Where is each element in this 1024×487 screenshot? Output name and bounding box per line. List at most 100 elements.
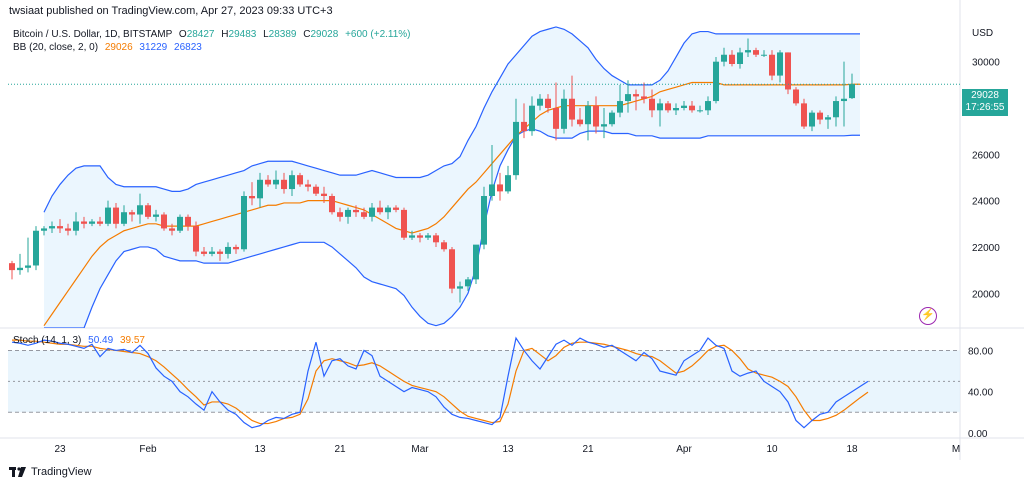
candle-body: [849, 84, 855, 99]
price-tick-label: 24000: [972, 197, 1000, 208]
stoch-label: Stoch (14, 1, 3): [13, 335, 82, 346]
candle-body: [9, 263, 15, 271]
last-price-tag: 29028 17:26:55: [962, 89, 1008, 116]
candle-body: [681, 105, 687, 108]
candle-body: [561, 98, 567, 129]
candle-body: [25, 265, 31, 268]
candle-body: [569, 98, 575, 120]
candle-body: [465, 279, 471, 287]
candle-body: [633, 94, 639, 97]
stoch-legend[interactable]: Stoch (14, 1, 3) 50.49 39.57: [13, 335, 145, 346]
time-tick-label: 10: [766, 444, 778, 455]
candle-body: [577, 119, 583, 125]
candle-body: [17, 267, 23, 271]
candle-body: [609, 112, 615, 125]
price-tick-label: 22000: [972, 243, 1000, 254]
candle-body: [73, 221, 79, 231]
candle-body: [41, 228, 47, 231]
bb-lower-value: 26823: [174, 42, 202, 53]
candle-body: [345, 209, 351, 217]
candle-body: [761, 54, 767, 56]
candle-body: [113, 207, 119, 224]
time-tick-label: 21: [582, 444, 594, 455]
candle-body: [689, 105, 695, 111]
candle-body: [137, 205, 143, 215]
candle-body: [249, 196, 255, 199]
candle-body: [329, 196, 335, 213]
candle-body: [593, 105, 599, 127]
candle-body: [737, 52, 743, 64]
candle-body: [545, 98, 551, 108]
candle-body: [537, 98, 543, 106]
candle-body: [529, 105, 535, 132]
candle-body: [433, 235, 439, 243]
flash-icon[interactable]: ⚡: [919, 307, 937, 325]
candle-body: [273, 179, 279, 185]
candle-body: [801, 103, 807, 127]
candle-body: [233, 246, 239, 250]
candle-body: [369, 207, 375, 217]
bb-fill: [44, 26, 860, 328]
candle-body: [153, 214, 159, 217]
candle-body: [321, 193, 327, 196]
candle-body: [81, 221, 87, 224]
candle-body: [241, 196, 247, 250]
candle-body: [265, 179, 271, 185]
candle-body: [225, 246, 231, 254]
candle-body: [505, 175, 511, 192]
bb-legend[interactable]: BB (20, close, 2, 0) 29026 31229 26823: [13, 42, 202, 53]
candle-body: [105, 207, 111, 224]
change-value: +600 (+2.11%): [345, 29, 411, 40]
low-value: 28389: [268, 29, 297, 40]
candle-body: [401, 209, 407, 238]
price-tick-label: 26000: [972, 150, 1000, 161]
close-label: C: [303, 29, 311, 40]
candle-body: [841, 98, 847, 102]
stoch-tick-label: 40.00: [968, 388, 993, 399]
candle-body: [337, 212, 343, 217]
candle-body: [809, 112, 815, 127]
footer-brand[interactable]: TradingView: [9, 466, 92, 478]
open-value: 28427: [186, 29, 215, 40]
candle-body: [649, 98, 655, 111]
candle-body: [481, 196, 487, 245]
candle-body: [641, 96, 647, 99]
time-tick-label: M: [952, 444, 960, 455]
candle-body: [713, 61, 719, 102]
stoch-d-line: [12, 339, 869, 425]
candle-body: [185, 216, 191, 227]
candle-body: [729, 54, 735, 64]
candle-body: [305, 184, 311, 187]
close-value: 29028: [310, 29, 339, 40]
time-tick-label: 13: [502, 444, 514, 455]
candle-body: [753, 50, 759, 55]
symbol-title: Bitcoin / U.S. Dollar, 1D, BITSTAMP: [13, 29, 173, 40]
candle-body: [385, 207, 391, 213]
candle-body: [49, 226, 55, 229]
high-value: 29483: [228, 29, 257, 40]
candle-body: [313, 186, 319, 194]
candle-body: [193, 226, 199, 252]
candle-body: [289, 175, 295, 190]
candle-body: [673, 108, 679, 111]
low-label: L: [263, 29, 269, 40]
bb-upper-line: [43, 26, 860, 213]
candle-body: [65, 228, 71, 231]
open-label: O: [178, 29, 187, 40]
candle-body: [745, 50, 751, 53]
candle-body: [697, 110, 703, 112]
candle-body: [785, 52, 791, 90]
candle-body: [817, 112, 823, 120]
candle-body: [625, 94, 631, 102]
candle-body: [553, 108, 559, 129]
candle-body: [177, 216, 183, 231]
high-label: H: [221, 29, 229, 40]
candle-body: [361, 212, 367, 217]
candle-body: [121, 212, 127, 224]
candle-body: [665, 103, 671, 111]
candle-body: [777, 52, 783, 76]
candle-body: [129, 212, 135, 215]
candle-body: [585, 105, 591, 125]
candle-body: [409, 235, 415, 238]
